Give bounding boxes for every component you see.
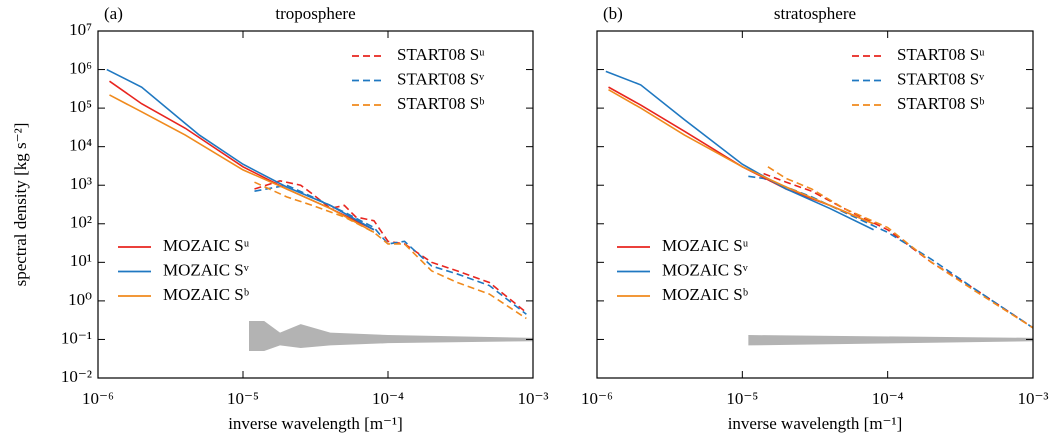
x-tick-label: 10⁻³ xyxy=(1017,389,1048,408)
x-tick-label: 10⁻⁶ xyxy=(82,389,114,408)
panel-label: (a) xyxy=(104,4,123,23)
legend-label: START08 Sᵛ xyxy=(397,69,485,88)
x-axis-label: inverse wavelength [m⁻¹] xyxy=(728,414,903,433)
series-line xyxy=(109,94,375,234)
series-line xyxy=(254,181,527,320)
x-axis-label: inverse wavelength [m⁻¹] xyxy=(228,414,403,433)
series-line xyxy=(605,70,874,231)
legend-label: MOZAIC Sᵛ xyxy=(662,260,749,279)
legend-label: START08 Sᵘ xyxy=(397,45,485,64)
y-tick-label: 10⁰ xyxy=(68,290,92,309)
uncertainty-band xyxy=(249,321,533,352)
y-tick-label: 10³ xyxy=(70,174,92,193)
panel-label: (b) xyxy=(603,4,623,23)
y-tick-label: 10⁻¹ xyxy=(61,328,92,347)
legend-label: START08 Sᵇ xyxy=(897,94,984,113)
x-tick-label: 10⁻⁴ xyxy=(872,389,904,408)
series-line xyxy=(608,89,874,225)
legend-label: MOZAIC Sᵘ xyxy=(163,236,250,255)
legend-label: MOZAIC Sᵇ xyxy=(163,285,249,304)
chart-title: stratosphere xyxy=(774,4,856,23)
y-axis-label: spectral density [kg s⁻²] xyxy=(11,123,30,287)
y-tick-label: 10⁻² xyxy=(61,367,92,386)
legend-label: MOZAIC Sᵇ xyxy=(662,285,748,304)
legend-label: START08 Sᵘ xyxy=(897,45,985,64)
y-tick-label: 10⁵ xyxy=(69,97,92,116)
series-line xyxy=(254,184,527,315)
series-line xyxy=(608,86,874,225)
y-tick-label: 10⁷ xyxy=(69,20,92,39)
series-line xyxy=(767,166,1034,329)
chart-title: troposphere xyxy=(275,4,355,23)
legend-label: START08 Sᵛ xyxy=(897,69,985,88)
x-tick-label: 10⁻⁵ xyxy=(726,389,758,408)
legend-label: MOZAIC Sᵛ xyxy=(163,260,250,279)
plot-frame xyxy=(596,30,1034,379)
x-tick-label: 10⁻⁴ xyxy=(372,389,404,408)
series-line xyxy=(106,68,375,231)
y-tick-label: 10⁴ xyxy=(69,136,92,155)
y-tick-label: 10² xyxy=(70,213,92,232)
series-line xyxy=(748,175,1034,329)
legend-label: MOZAIC Sᵘ xyxy=(662,236,749,255)
series-line xyxy=(254,180,527,314)
x-tick-label: 10⁻⁶ xyxy=(581,389,613,408)
legend-label: START08 Sᵇ xyxy=(397,94,484,113)
y-tick-label: 10⁶ xyxy=(69,58,92,77)
y-tick-label: 10¹ xyxy=(70,251,92,270)
x-tick-label: 10⁻⁵ xyxy=(227,389,259,408)
uncertainty-band xyxy=(748,335,1033,346)
x-tick-label: 10⁻³ xyxy=(517,389,548,408)
plot-frame xyxy=(97,30,534,379)
